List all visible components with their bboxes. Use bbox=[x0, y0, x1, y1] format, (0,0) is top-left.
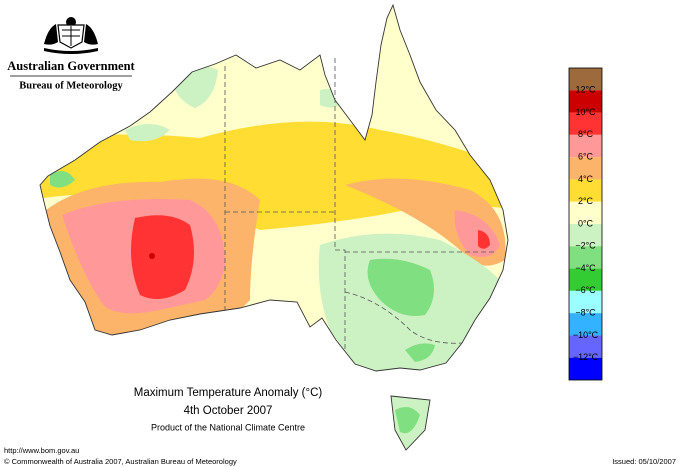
legend-swatch bbox=[569, 335, 602, 358]
legend-label: −12°C bbox=[573, 352, 599, 362]
legend-label: 0°C bbox=[578, 218, 594, 228]
agency: Bureau of Meteorology bbox=[19, 80, 123, 91]
footer-copyright: © Commonwealth of Australia 2007, Austra… bbox=[4, 457, 237, 466]
organization: Australian Government bbox=[7, 59, 135, 73]
footer-url: http://www.bom.gov.au bbox=[4, 446, 79, 455]
legend-label: 8°C bbox=[578, 129, 594, 139]
legend-label: −2°C bbox=[575, 241, 596, 251]
legend: 12°C 10°C 8°C 6°C 4°C 2°C 0°C −2°C −4°C −6°C −8°C −… bbox=[568, 67, 603, 381]
legend-label: −6°C bbox=[575, 285, 596, 295]
legend-swatch bbox=[569, 90, 602, 113]
legend-swatch bbox=[569, 224, 602, 247]
legend-label: 10°C bbox=[575, 107, 596, 117]
legend-swatch bbox=[569, 179, 602, 202]
legend-label: 6°C bbox=[578, 152, 594, 162]
map-credit: Product of the National Climate Centre bbox=[151, 422, 305, 432]
map-date: 4th October 2007 bbox=[184, 405, 273, 417]
legend-swatch bbox=[569, 112, 602, 135]
legend-swatch bbox=[569, 157, 602, 180]
legend-label: 12°C bbox=[575, 85, 596, 95]
legend-swatch bbox=[569, 357, 602, 380]
legend-frame bbox=[568, 67, 603, 381]
legend-label: −8°C bbox=[575, 308, 596, 318]
legend-swatch bbox=[569, 313, 602, 336]
legend-label: −10°C bbox=[573, 330, 599, 340]
footer-issued: Issued: 05/10/2007 bbox=[612, 457, 676, 466]
legend-label: −4°C bbox=[575, 263, 596, 273]
legend-swatch bbox=[569, 201, 602, 224]
map-title: Maximum Temperature Anomaly (°C) bbox=[134, 387, 323, 399]
legend-label: 2°C bbox=[578, 196, 594, 206]
legend-swatch bbox=[569, 68, 602, 91]
coat-of-arms bbox=[44, 17, 98, 54]
legend-swatch bbox=[569, 246, 602, 269]
legend-label: 4°C bbox=[578, 174, 594, 184]
legend-swatch bbox=[569, 268, 602, 291]
legend-swatch bbox=[569, 134, 602, 158]
legend-swatch bbox=[569, 290, 602, 314]
